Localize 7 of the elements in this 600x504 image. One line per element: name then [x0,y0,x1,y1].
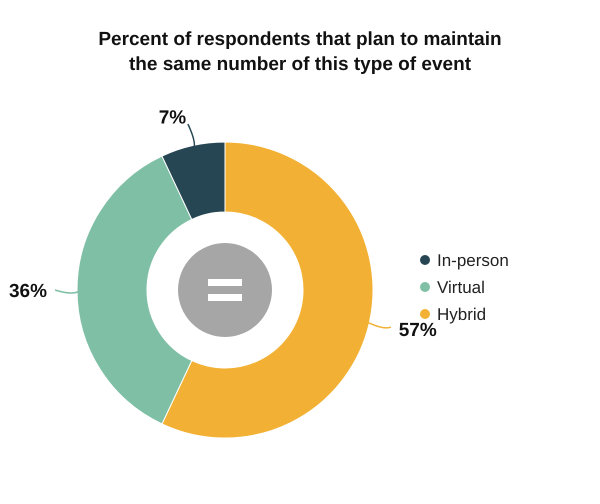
legend-label: Hybrid [437,305,486,324]
data-label: 7% [158,107,186,128]
legend-label: In-person [437,251,509,270]
data-label: 57% [398,320,437,341]
legend-label: Virtual [437,278,485,297]
chart-title: Percent of respondents that plan to maintain the same number of this type of event [98,29,502,75]
data-label: 36% [8,281,48,302]
